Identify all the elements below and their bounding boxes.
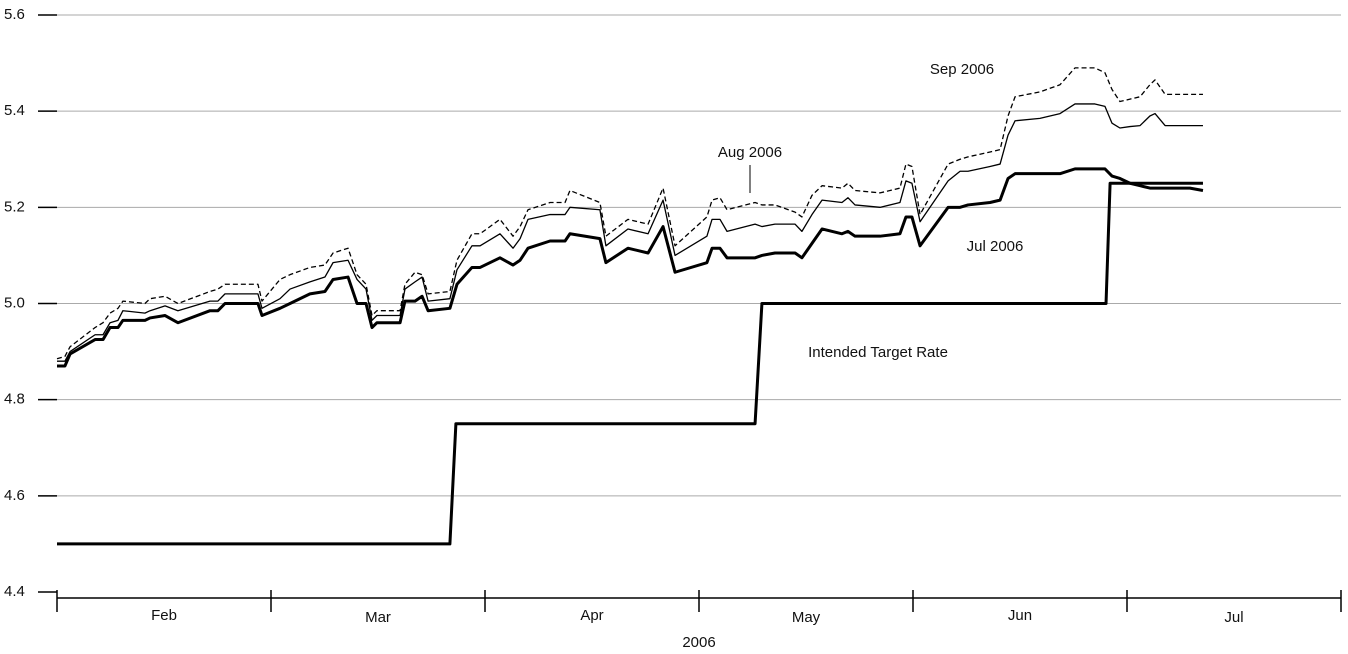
- y-tick-label: 4.4: [4, 583, 25, 600]
- series-line: [57, 167, 1204, 368]
- y-tick-label: 5.0: [4, 294, 25, 311]
- x-tick-label: Mar: [365, 609, 391, 626]
- x-tick-label: Jul: [1224, 609, 1243, 626]
- series-line: [57, 181, 1203, 546]
- x-tick-label: May: [792, 609, 821, 626]
- x-axis-label: 2006: [682, 634, 715, 651]
- y-tick-label: 4.8: [4, 391, 25, 408]
- y-tick-label: 4.6: [4, 487, 25, 504]
- x-tick-label: Apr: [580, 607, 603, 624]
- series-label: Jul 2006: [967, 238, 1024, 255]
- x-tick-label: Jun: [1008, 607, 1032, 624]
- series-label: Aug 2006: [718, 144, 782, 161]
- y-tick-label: 5.4: [4, 102, 25, 119]
- y-tick-label: 5.2: [4, 198, 25, 215]
- y-tick-label: 5.6: [4, 6, 25, 23]
- series-label: Intended Target Rate: [808, 344, 948, 361]
- x-tick-label: Feb: [151, 607, 177, 624]
- series-label: Sep 2006: [930, 61, 994, 78]
- series-line: [57, 103, 1203, 362]
